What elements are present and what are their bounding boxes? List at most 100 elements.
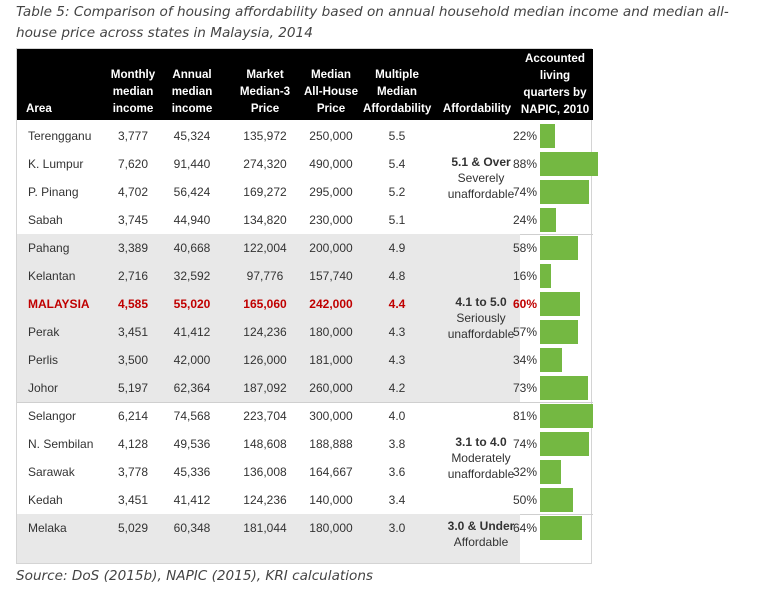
area-cell: Kedah [28,493,63,507]
napic-bar [540,432,589,456]
table-row: Kedah 3,451 41,412 124,236 140,000 3.4 50% [17,486,593,514]
annual-income-cell: 74,568 [173,409,211,423]
napic-percent-cell: 88% [513,157,538,171]
monthly-income-cell: 3,389 [117,241,149,255]
market-price-cell: 134,820 [243,213,287,227]
monthly-income-cell: 3,500 [117,353,149,367]
napic-bar [540,460,561,484]
napic-percent-cell: 24% [513,213,538,227]
header-annual-income: Annual median income [171,68,213,115]
affordability-category: 3.1 to 4.0 Moderately unaffordable [431,434,531,482]
table-row: Kelantan 2,716 32,592 97,776 157,740 4.8 16% [17,262,593,290]
group-shade [17,514,520,563]
market-price-cell: 122,004 [243,241,287,255]
napic-bar [540,152,598,176]
napic-bar [540,236,578,260]
multiple-cell: 3.0 [388,521,406,535]
multiple-cell: 3.8 [388,437,406,451]
multiple-cell: 3.6 [388,465,406,479]
market-price-cell: 148,608 [243,437,287,451]
table-row: Perak 3,451 41,412 124,236 180,000 4.3 57% [17,318,593,346]
area-cell: P. Pinang [28,185,79,199]
area-cell: Perak [28,325,60,339]
affordability-group: Selangor 6,214 74,568 223,704 300,000 4.0 81% N… [17,402,593,514]
annual-income-cell: 62,364 [173,381,211,395]
napic-percent-cell: 57% [513,325,538,339]
group-divider [17,402,593,403]
category-title: 3.0 & Under [447,519,515,533]
market-price-cell: 274,320 [243,157,287,171]
area-cell: Sabah [28,213,63,227]
median-price-cell: 140,000 [309,493,353,507]
market-price-cell: 97,776 [246,269,284,283]
napic-percent-cell: 58% [513,241,538,255]
napic-bar [540,488,573,512]
table-row: P. Pinang 4,702 56,424 169,272 295,000 5.2 74% [17,178,593,206]
header-multiple: Multiple Median Affordability [363,68,432,115]
napic-bar [540,516,582,540]
table-row: K. Lumpur 7,620 91,440 274,320 490,000 5.4 88% [17,150,598,178]
table-row: Perlis 3,500 42,000 126,000 181,000 4.3 34% [17,346,593,374]
multiple-cell: 5.2 [388,185,406,199]
group-shade [17,234,520,402]
median-price-cell: 260,000 [309,381,353,395]
median-price-cell: 180,000 [309,521,353,535]
market-price-cell: 187,092 [243,381,287,395]
annual-income-cell: 41,412 [173,325,211,339]
multiple-cell: 5.4 [388,157,406,171]
median-price-cell: 188,888 [309,437,353,451]
annual-income-cell: 44,940 [173,213,211,227]
market-price-cell: 126,000 [243,353,287,367]
market-price-cell: 165,060 [243,297,287,311]
napic-percent-cell: 22% [513,129,538,143]
monthly-income-cell: 3,451 [117,493,149,507]
annual-income-cell: 91,440 [173,157,211,171]
annual-income-cell: 45,336 [173,465,211,479]
median-price-cell: 230,000 [309,213,353,227]
area-cell: Kelantan [28,269,76,283]
napic-bar [540,124,555,148]
multiple-cell: 4.3 [388,325,406,339]
affordability-group: Melaka 5,029 60,348 181,044 180,000 3.0 64% 3.0… [17,514,593,563]
multiple-cell: 4.8 [388,269,406,283]
affordability-category: 3.0 & Under Affordable [431,518,531,550]
monthly-income-cell: 7,620 [117,157,149,171]
median-price-cell: 300,000 [309,409,353,423]
annual-income-cell: 56,424 [173,185,211,199]
monthly-income-cell: 3,778 [117,465,149,479]
market-price-cell: 169,272 [243,185,287,199]
monthly-income-cell: 4,702 [117,185,149,199]
table-row: Selangor 6,214 74,568 223,704 300,000 4.0 81% [17,402,593,430]
table-row: Sarawak 3,778 45,336 136,008 164,667 3.6 32% [17,458,593,486]
monthly-income-cell: 2,716 [117,269,149,283]
market-price-cell: 223,704 [243,409,287,423]
napic-bar [540,404,593,428]
header-monthly-income: Monthly median income [110,68,156,115]
median-price-cell: 164,667 [309,465,353,479]
monthly-income-cell: 3,745 [117,213,149,227]
market-price-cell: 124,236 [243,493,287,507]
category-title: 3.1 to 4.0 [455,435,507,449]
median-price-cell: 200,000 [309,241,353,255]
annual-income-cell: 40,668 [173,241,211,255]
monthly-income-cell: 4,128 [117,437,149,451]
affordability-group: Terengganu 3,777 45,324 135,972 250,000 5.5 22… [17,122,598,234]
median-price-cell: 180,000 [309,325,353,339]
category-subtitle: Moderately unaffordable [447,451,515,481]
multiple-cell: 3.4 [388,493,406,507]
table-caption: Table 5: Comparison of housing affordabi… [16,4,729,41]
napic-percent-cell: 81% [513,409,538,423]
header-median-price: Median All-House Price [303,68,359,115]
napic-percent-cell: 64% [513,521,538,535]
annual-income-cell: 32,592 [173,269,211,283]
napic-percent-cell: 32% [513,465,538,479]
table-row: Pahang 3,389 40,668 122,004 200,000 4.9 58% [17,234,593,262]
table-row: Terengganu 3,777 45,324 135,972 250,000 5.5 22… [17,122,593,150]
area-cell: N. Sembilan [28,437,94,451]
annual-income-cell: 41,412 [173,493,211,507]
multiple-cell: 5.1 [388,213,406,227]
multiple-cell: 4.4 [388,297,406,311]
napic-bar [540,376,588,400]
table-row: N. Sembilan 4,128 49,536 148,608 188,888 3.8 7… [17,430,593,458]
area-cell: Johor [28,381,59,395]
